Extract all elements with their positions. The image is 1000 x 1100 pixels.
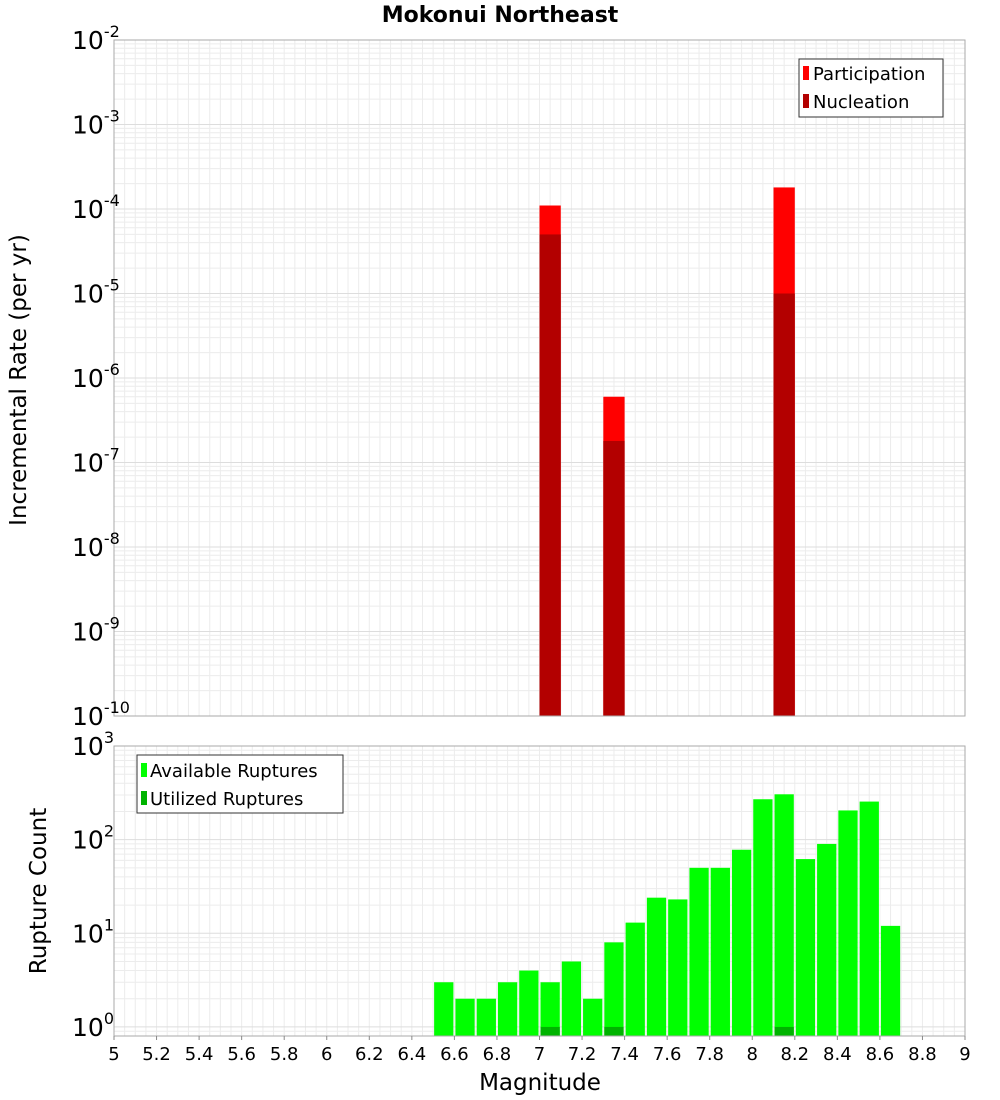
legend-nucleation: Nucleation (813, 92, 909, 113)
x-tick-label: 8 (747, 1044, 758, 1065)
available-ruptures-bar (561, 961, 582, 1036)
available-ruptures-bar (497, 982, 518, 1036)
top-bars (539, 187, 795, 717)
x-tick-label: 5.6 (227, 1044, 256, 1065)
bottom-legend-box (136, 754, 344, 814)
available-ruptures-bar (859, 801, 879, 1036)
available-ruptures-bar (795, 859, 816, 1036)
x-axis-label: Magnitude (479, 1070, 601, 1096)
nucleation-bar (539, 234, 561, 717)
y-tick-label: 10-10 (72, 698, 130, 731)
available-ruptures-bar (880, 925, 901, 1036)
x-tick-label: 8.4 (823, 1044, 852, 1065)
bottom-bars (434, 794, 901, 1036)
available-ruptures-bar (774, 794, 794, 1036)
x-tick-label: 9 (959, 1044, 970, 1065)
x-tick-label: 8.2 (780, 1044, 809, 1065)
available-ruptures-bar (731, 849, 752, 1036)
chart-title: Mokonui Northeast (382, 3, 619, 28)
x-tick-label: 7.4 (610, 1044, 639, 1065)
y-tick-label: 10-6 (72, 360, 120, 393)
x-tick-label: 6.4 (398, 1044, 427, 1065)
utilized-ruptures-bar (774, 1026, 794, 1036)
top-y-ticks: 10-10 10-9 10-8 10-7 10-6 10-5 10-4 10-3 10-2 (72, 22, 130, 731)
x-tick-label: 7.2 (568, 1044, 597, 1065)
x-tick-label: 5.8 (270, 1044, 299, 1065)
y-tick-label: 101 (72, 915, 114, 948)
y-tick-label: 100 (72, 1009, 114, 1042)
available-ruptures-bar (838, 810, 858, 1036)
y-tick-label: 10-4 (72, 191, 120, 224)
available-ruptures-bar (604, 942, 624, 1036)
available-ruptures-bar (540, 982, 560, 1036)
nucleation-bar (773, 293, 795, 716)
available-swatch (141, 763, 147, 777)
available-ruptures-bar (646, 897, 667, 1036)
legend-utilized: Utilized Ruptures (150, 789, 303, 810)
count-panel: Rupture Count 100 101 102 103 5 5.2 5.4 5.6 5.8… (26, 728, 971, 1096)
top-y-axis-label: Incremental Rate (per yr) (6, 234, 32, 526)
x-tick-label: 6 (321, 1044, 332, 1065)
x-tick-label: 5.4 (185, 1044, 214, 1065)
available-ruptures-bar (476, 998, 496, 1036)
y-tick-label: 103 (72, 728, 114, 761)
y-tick-label: 10-7 (72, 445, 120, 478)
utilized-swatch (141, 791, 147, 805)
nucleation-bar (603, 440, 625, 716)
x-tick-label: 6.8 (483, 1044, 512, 1065)
legend-available: Available Ruptures (150, 761, 318, 782)
available-ruptures-bar (625, 922, 645, 1036)
top-legend-box (798, 58, 944, 118)
available-ruptures-bar (689, 867, 709, 1036)
legend-participation: Participation (813, 64, 925, 85)
available-ruptures-bar (434, 982, 454, 1036)
x-tick-label: 5 (108, 1044, 119, 1065)
available-ruptures-bar (753, 799, 773, 1036)
x-tick-label: 8.8 (908, 1044, 937, 1065)
y-tick-label: 102 (72, 822, 114, 855)
x-tick-label: 6.2 (355, 1044, 384, 1065)
top-legend: Participation Nucleation (798, 58, 944, 118)
available-ruptures-bar (668, 899, 688, 1036)
rate-panel: Mokonui Northeast Incremental Rate (per … (6, 3, 966, 731)
y-tick-label: 10-9 (72, 614, 120, 647)
participation-swatch (803, 66, 809, 80)
y-tick-label: 10-2 (72, 22, 120, 55)
available-ruptures-bar (710, 867, 730, 1036)
utilized-ruptures-bar (540, 1026, 560, 1036)
available-ruptures-bar (519, 970, 539, 1036)
y-tick-label: 10-8 (72, 529, 120, 562)
available-ruptures-bar (455, 998, 475, 1036)
x-tick-label: 7.6 (653, 1044, 682, 1065)
x-tick-label: 6.6 (440, 1044, 469, 1065)
top-plot-frame (113, 39, 966, 717)
x-tick-label: 8.6 (866, 1044, 895, 1065)
utilized-ruptures-bar (604, 1026, 624, 1036)
x-tick-label: 7 (534, 1044, 545, 1065)
x-tick-label: 7.8 (695, 1044, 724, 1065)
y-tick-label: 10-5 (72, 276, 120, 309)
x-ticks: 5 5.2 5.4 5.6 5.8 6 6.2 6.4 6.6 6.8 7 7.2 7.4 7.6 7.8 8… (108, 1036, 971, 1065)
nucleation-swatch (803, 94, 809, 108)
y-tick-label: 10-3 (72, 107, 120, 140)
bottom-legend: Available Ruptures Utilized Ruptures (136, 754, 344, 814)
bottom-y-axis-label: Rupture Count (26, 808, 52, 974)
available-ruptures-bar (817, 843, 837, 1036)
bottom-y-ticks: 100 101 102 103 (72, 728, 114, 1042)
x-tick-label: 5.2 (142, 1044, 171, 1065)
available-ruptures-bar (583, 998, 603, 1036)
